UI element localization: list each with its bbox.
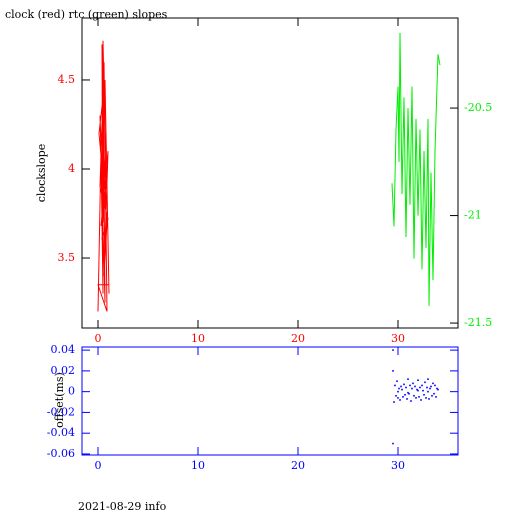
point [397, 390, 399, 393]
point [400, 385, 402, 388]
y2-tick-label: -21 [464, 209, 482, 222]
series-line [97, 40, 110, 312]
y-tick-label: -0.06 [47, 447, 75, 460]
point [399, 399, 401, 401]
x-tick-label: 30 [391, 332, 405, 345]
x-tick-label: 20 [291, 332, 305, 345]
point [407, 391, 409, 394]
point [430, 385, 432, 388]
x-tick-label: 10 [191, 459, 205, 472]
point [402, 396, 404, 398]
point [423, 393, 425, 396]
point [412, 382, 414, 385]
x-tick-label: 0 [95, 459, 102, 472]
point [428, 398, 430, 400]
point [407, 378, 409, 380]
point [427, 378, 429, 380]
point [411, 387, 413, 390]
point [392, 442, 394, 445]
x-tick-label: 30 [391, 459, 405, 472]
series-line [391, 32, 441, 306]
y-tick-label: 0 [68, 385, 75, 398]
point [421, 384, 423, 387]
point [431, 395, 433, 397]
point [437, 388, 439, 391]
footer: 2021-08-29 info [78, 500, 167, 512]
point [425, 397, 427, 399]
point [436, 387, 438, 390]
point [414, 385, 416, 388]
point [410, 400, 412, 402]
point [396, 380, 398, 383]
point [418, 396, 420, 398]
y-tick-label: 4 [68, 162, 75, 175]
point [393, 401, 395, 403]
y-tick-label: -0.02 [47, 405, 75, 418]
point [435, 396, 437, 398]
point [408, 392, 410, 395]
point [413, 395, 415, 397]
y2-tick-label: -21.5 [464, 316, 492, 329]
x-tick-label: 0 [95, 332, 102, 345]
point [417, 379, 419, 382]
point [395, 395, 397, 397]
point [397, 397, 399, 399]
point [422, 389, 424, 392]
point [417, 389, 419, 392]
point [429, 387, 431, 390]
x-tick-label: 10 [191, 332, 205, 345]
point [405, 386, 407, 389]
y-tick-label: 4.5 [58, 73, 76, 86]
point [406, 398, 408, 400]
point [424, 381, 426, 384]
point [434, 384, 436, 387]
y2-tick-label: -20.5 [464, 101, 492, 114]
point [394, 384, 396, 387]
y-axis-label: clockslope [35, 144, 48, 202]
y-tick-label: 0.02 [51, 364, 76, 377]
point [432, 382, 434, 385]
point [403, 383, 405, 386]
x-tick-label: 20 [291, 459, 305, 472]
point [420, 399, 422, 401]
point [404, 393, 406, 396]
y-tick-label: 0.04 [51, 343, 76, 356]
point [392, 370, 394, 372]
point [409, 384, 411, 387]
plot-frame [81, 17, 459, 329]
y-axis-label: offset(ms) [53, 372, 66, 428]
point [398, 387, 400, 390]
plot-frame [81, 346, 459, 456]
point [415, 397, 417, 399]
point [392, 349, 394, 351]
y-tick-label: 3.5 [58, 251, 76, 264]
point [427, 390, 429, 393]
chart-title: clock (red) rtc (green) slopes [5, 8, 168, 21]
point [426, 386, 428, 389]
point [416, 388, 418, 391]
y-tick-label: -0.04 [47, 426, 75, 439]
point [419, 386, 421, 389]
point [433, 392, 435, 395]
point [401, 388, 403, 391]
